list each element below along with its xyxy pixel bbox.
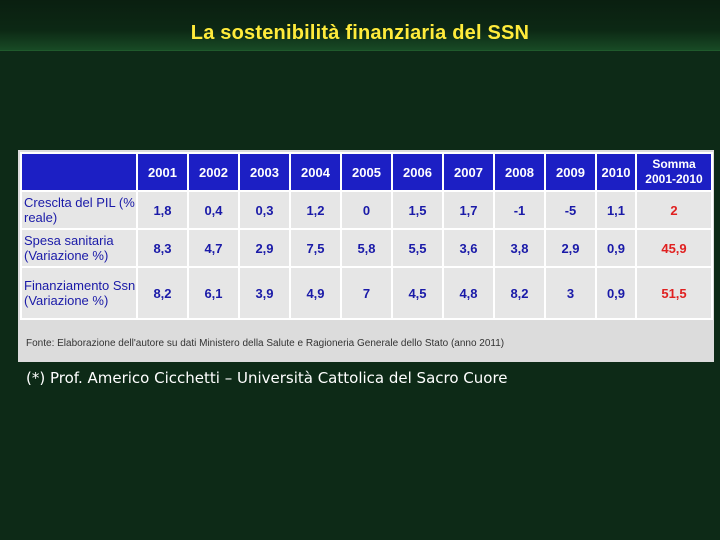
title-bar	[0, 0, 720, 51]
total-cell: 2	[635, 190, 713, 230]
footnote: (*) Prof. Americo Cicchetti – Università…	[26, 369, 508, 387]
table-cell: 0,4	[187, 190, 240, 230]
row-label: Cresclta del PIL (% reale)	[20, 190, 138, 230]
table-row: Spesa sanitaria (Variazione %) 8,3 4,7 2…	[20, 228, 713, 268]
table-cell: 1,5	[391, 190, 444, 230]
table-cell: 8,2	[136, 266, 189, 320]
table-row: Cresclta del PIL (% reale) 1,8 0,4 0,3 1…	[20, 190, 713, 230]
header-year: 2006	[391, 152, 444, 192]
table-cell: 4,7	[187, 228, 240, 268]
header-somma-line1: Somma	[652, 157, 696, 171]
slide-title: La sostenibilità finanziaria del SSN	[190, 22, 530, 44]
table-cell: 7,5	[289, 228, 342, 268]
header-somma: Somma 2001-2010	[635, 152, 713, 192]
header-year: 2007	[442, 152, 495, 192]
table-cell: 4,9	[289, 266, 342, 320]
header-year: 2009	[544, 152, 597, 192]
table-cell: 1,8	[136, 190, 189, 230]
table-cell: 3	[544, 266, 597, 320]
table-cell: 0,3	[238, 190, 291, 230]
table-cell: -5	[544, 190, 597, 230]
data-table: 2001 2002 2003 2004 2005 2006 2007 2008 …	[20, 152, 713, 320]
header-year: 2008	[493, 152, 546, 192]
header-year: 2003	[238, 152, 291, 192]
row-label: Finanziamento Ssn (Variazione %)	[20, 266, 138, 320]
row-label: Spesa sanitaria (Variazione %)	[20, 228, 138, 268]
header-somma-line2: 2001-2010	[645, 172, 703, 186]
table-cell: 6,1	[187, 266, 240, 320]
table-cell: 0,9	[595, 228, 637, 268]
table-cell: 7	[340, 266, 393, 320]
table-cell: 8,2	[493, 266, 546, 320]
table-panel: 2001 2002 2003 2004 2005 2006 2007 2008 …	[18, 150, 714, 362]
table-cell: 5,5	[391, 228, 444, 268]
header-year: 2001	[136, 152, 189, 192]
table-cell: 2,9	[238, 228, 291, 268]
table-cell: 3,6	[442, 228, 495, 268]
table-cell: 0	[340, 190, 393, 230]
table-cell: 8,3	[136, 228, 189, 268]
header-corner	[20, 152, 138, 192]
table-cell: 2,9	[544, 228, 597, 268]
table-cell: 0,9	[595, 266, 637, 320]
header-year: 2004	[289, 152, 342, 192]
table-cell: 1,7	[442, 190, 495, 230]
header-year: 2005	[340, 152, 393, 192]
total-cell: 51,5	[635, 266, 713, 320]
source-note: Fonte: Elaborazione dell'autore su dati …	[26, 338, 505, 349]
table-row: Finanziamento Ssn (Variazione %) 8,2 6,1…	[20, 266, 713, 320]
header-row: 2001 2002 2003 2004 2005 2006 2007 2008 …	[20, 152, 713, 192]
table-cell: 4,8	[442, 266, 495, 320]
table-cell: -1	[493, 190, 546, 230]
header-year: 2010	[595, 152, 637, 192]
table-cell: 1,2	[289, 190, 342, 230]
table-cell: 5,8	[340, 228, 393, 268]
table-cell: 1,1	[595, 190, 637, 230]
table-cell: 3,9	[238, 266, 291, 320]
table-cell: 3,8	[493, 228, 546, 268]
total-cell: 45,9	[635, 228, 713, 268]
header-year: 2002	[187, 152, 240, 192]
table-cell: 4,5	[391, 266, 444, 320]
